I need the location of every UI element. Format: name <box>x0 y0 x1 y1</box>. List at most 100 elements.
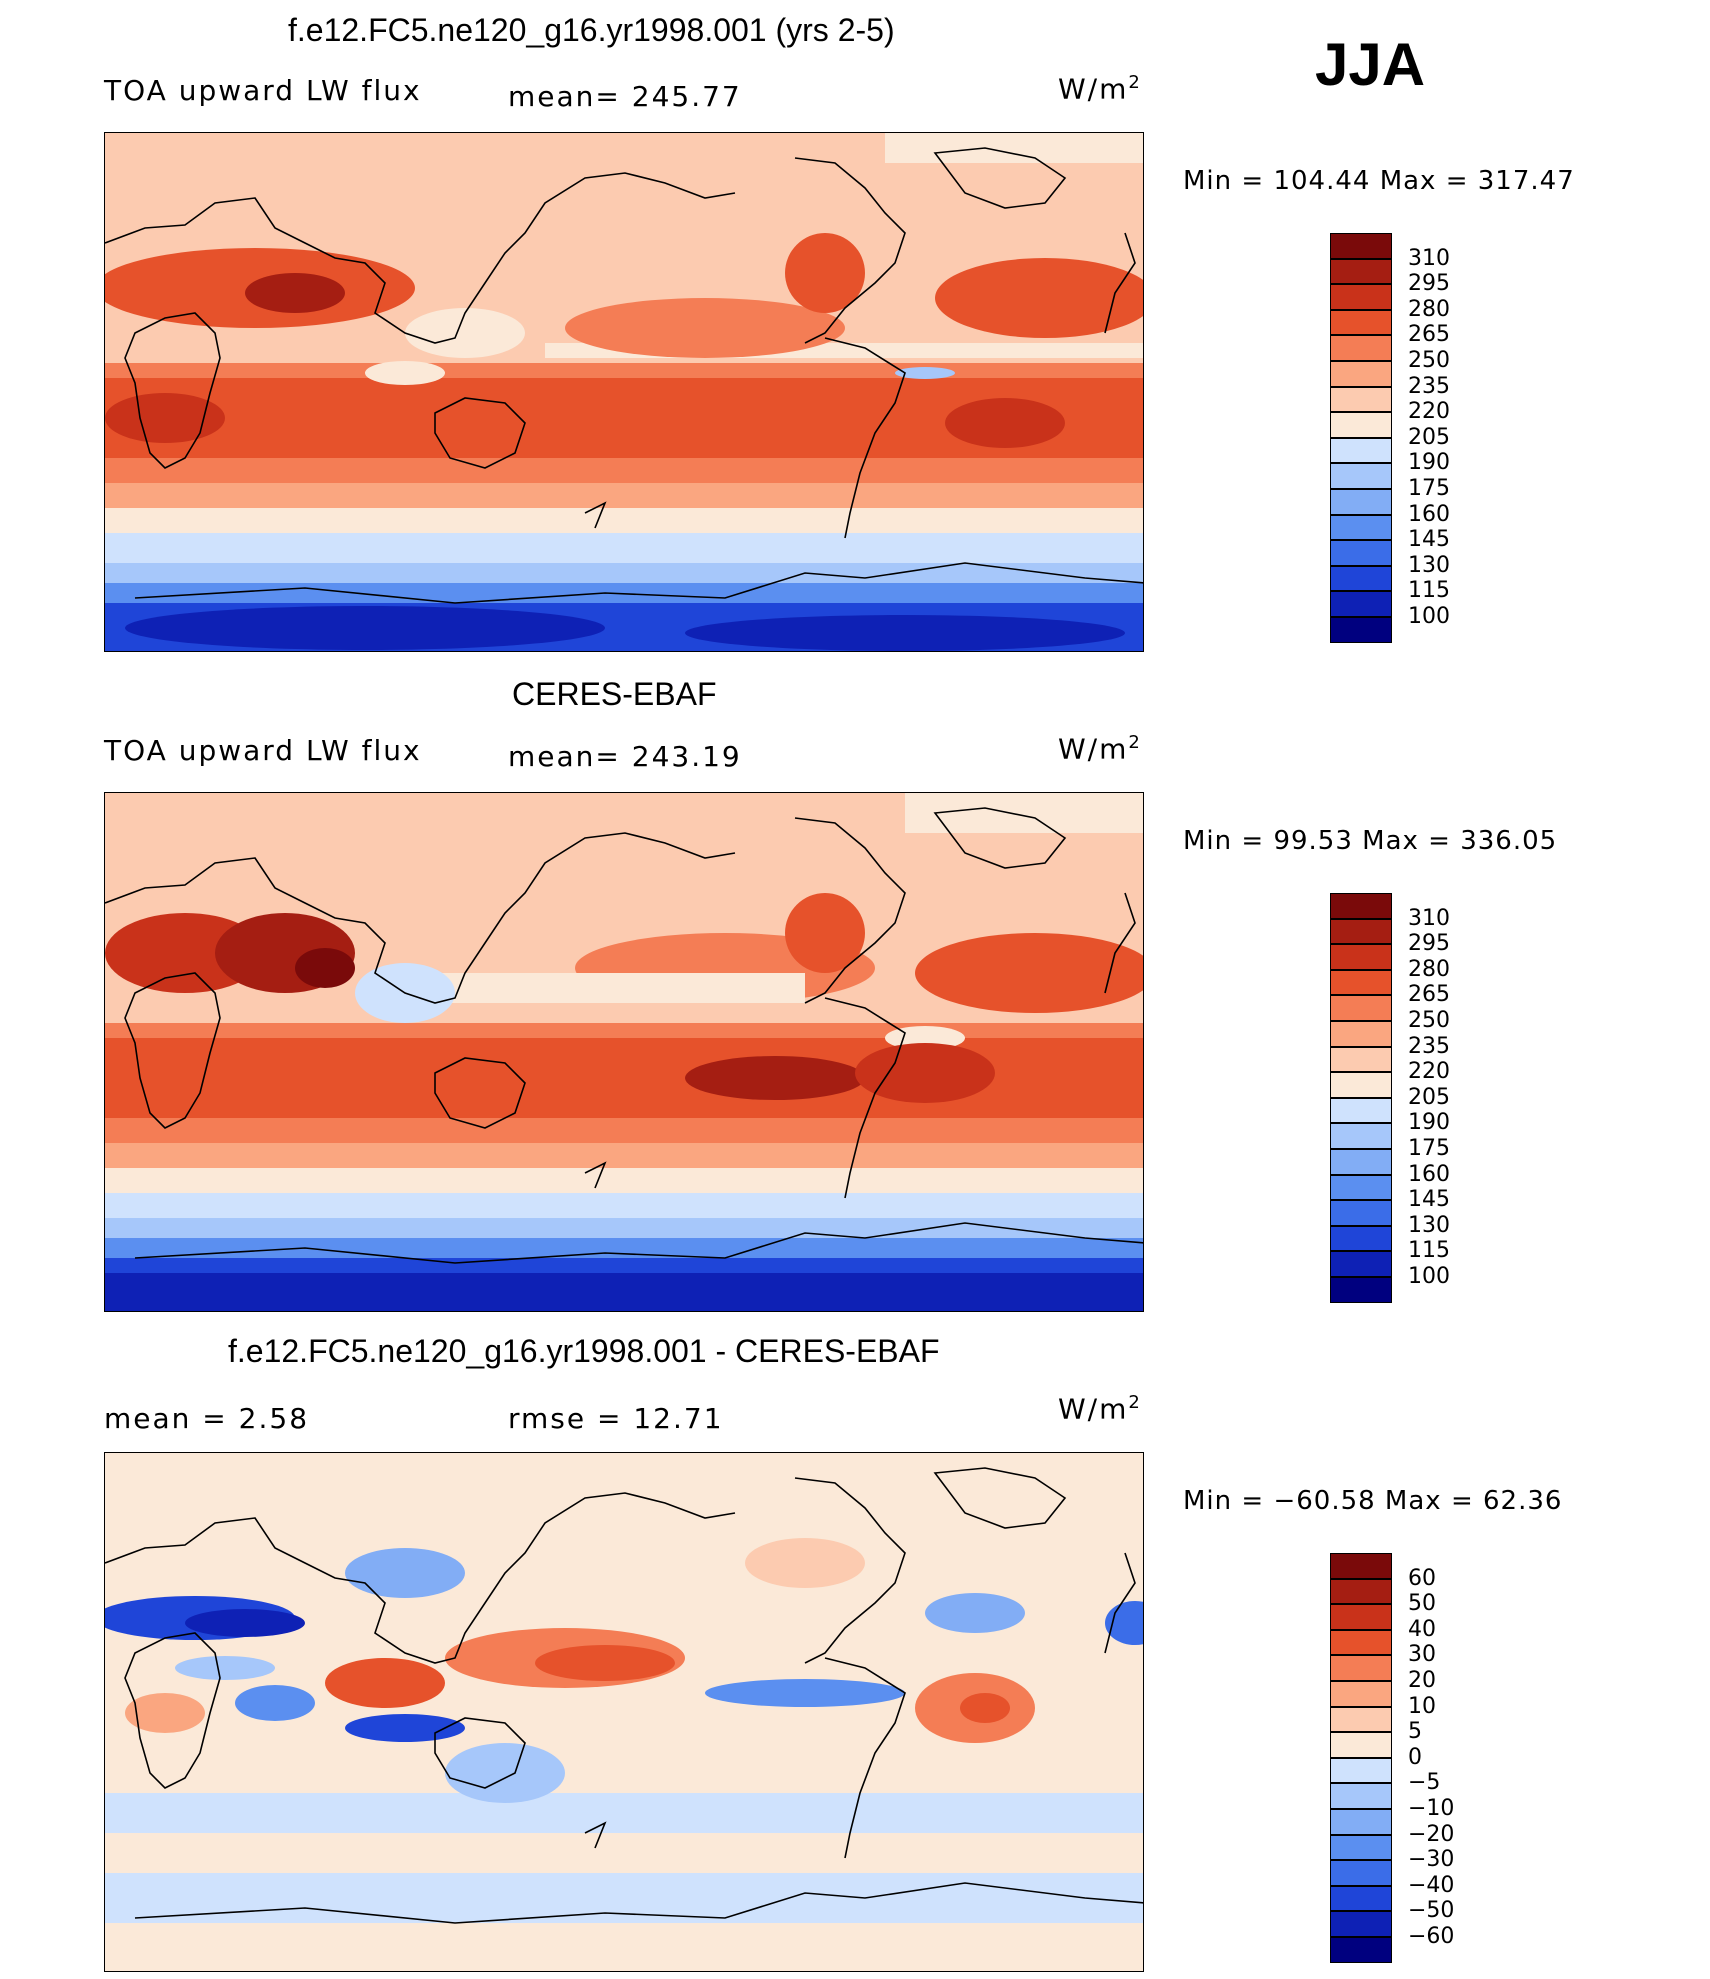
colorbar-box <box>1330 540 1392 566</box>
panel2-minmax: Min = 99.53 Max = 336.05 <box>1183 826 1558 856</box>
colorbar-box <box>1330 309 1392 336</box>
panel3-units: W/m2 <box>1058 1392 1142 1426</box>
colorbar-box <box>1330 1629 1392 1656</box>
colorbar-label: 280 <box>1408 296 1450 322</box>
season-label: JJA <box>1315 31 1426 98</box>
colorbar-box <box>1330 1553 1392 1579</box>
colorbar-box <box>1330 258 1392 285</box>
colorbar-label: 190 <box>1408 450 1450 476</box>
colorbar-label: 220 <box>1408 399 1450 425</box>
colorbar-label: 310 <box>1408 905 1450 931</box>
colorbar-label: 175 <box>1408 1136 1450 1161</box>
colorbar-box <box>1330 488 1392 515</box>
colorbar-box <box>1330 360 1392 387</box>
colorbar-box <box>1330 1020 1392 1047</box>
panel1-colorbar <box>1330 233 1392 643</box>
colorbar-box <box>1330 1757 1392 1784</box>
colorbar-label: 20 <box>1408 1668 1436 1693</box>
colorbar-box <box>1330 412 1392 438</box>
colorbar-box <box>1330 514 1392 541</box>
panel2-colorbar <box>1330 893 1392 1303</box>
panel1-map <box>104 132 1144 652</box>
colorbar-label: 30 <box>1408 1642 1436 1668</box>
colorbar-label: 100 <box>1408 604 1450 629</box>
panel3-colorbar <box>1330 1553 1392 1963</box>
colorbar-box <box>1330 1046 1392 1073</box>
colorbar-box <box>1330 1251 1392 1277</box>
colorbar-box <box>1330 995 1392 1021</box>
colorbar-box <box>1330 918 1392 945</box>
panel1-mean: mean= 245.77 <box>508 80 742 113</box>
panel3-map-svg <box>105 1453 1143 1971</box>
colorbar-label: 100 <box>1408 1264 1450 1289</box>
colorbar-box <box>1330 1604 1392 1630</box>
colorbar-box <box>1330 1860 1392 1886</box>
colorbar-label: 205 <box>1408 424 1450 450</box>
colorbar-box <box>1330 1097 1392 1124</box>
colorbar-label: 250 <box>1408 1008 1450 1033</box>
colorbar-box <box>1330 565 1392 592</box>
colorbar-box <box>1330 1072 1392 1098</box>
colorbar-box <box>1330 463 1392 489</box>
colorbar-label: 160 <box>1408 1161 1450 1187</box>
colorbar-box <box>1330 616 1392 643</box>
colorbar-box <box>1330 1200 1392 1226</box>
colorbar-box <box>1330 1276 1392 1303</box>
colorbar-label: 205 <box>1408 1084 1450 1110</box>
colorbar-label: 0 <box>1408 1744 1422 1770</box>
panel2-map-svg <box>105 793 1143 1311</box>
colorbar-box <box>1330 1655 1392 1681</box>
colorbar-box <box>1330 1783 1392 1809</box>
colorbar-box <box>1330 335 1392 361</box>
colorbar-box <box>1330 893 1392 919</box>
colorbar-box <box>1330 1911 1392 1937</box>
colorbar-label: 130 <box>1408 1212 1450 1238</box>
panel1-minmax: Min = 104.44 Max = 317.47 <box>1183 166 1575 196</box>
colorbar-box <box>1330 1123 1392 1149</box>
colorbar-label: 250 <box>1408 348 1450 373</box>
colorbar-box <box>1330 1706 1392 1733</box>
panel2-map <box>104 792 1144 1312</box>
colorbar-label: 235 <box>1408 373 1450 399</box>
colorbar-label: 175 <box>1408 476 1450 501</box>
colorbar-box <box>1330 284 1392 310</box>
colorbar-box <box>1330 1808 1392 1835</box>
colorbar-label: 265 <box>1408 982 1450 1008</box>
panel3-rmse: rmse = 12.71 <box>508 1402 724 1435</box>
colorbar-box <box>1330 233 1392 259</box>
colorbar-label: −20 <box>1408 1821 1455 1847</box>
colorbar-label: −40 <box>1408 1872 1455 1898</box>
colorbar-box <box>1330 1174 1392 1201</box>
panel3-mean: mean = 2.58 <box>104 1402 310 1435</box>
panel1-field-label: TOA upward LW flux <box>104 74 422 107</box>
colorbar-box <box>1330 969 1392 996</box>
colorbar-label: 295 <box>1408 271 1450 297</box>
panel1-units: W/m2 <box>1058 72 1142 106</box>
panel3-minmax: Min = −60.58 Max = 62.36 <box>1183 1486 1563 1516</box>
colorbar-label: 115 <box>1408 1238 1450 1264</box>
colorbar-label: 235 <box>1408 1033 1450 1059</box>
colorbar-label: −10 <box>1408 1796 1455 1821</box>
colorbar-label: 160 <box>1408 501 1450 527</box>
colorbar-box <box>1330 437 1392 464</box>
colorbar-label: 50 <box>1408 1591 1436 1617</box>
panel1-map-svg <box>105 133 1143 651</box>
colorbar-label: −30 <box>1408 1847 1455 1873</box>
panel3-map <box>104 1452 1144 1972</box>
colorbar-box <box>1330 1936 1392 1963</box>
colorbar-label: 145 <box>1408 1187 1450 1213</box>
panel3-title: f.e12.FC5.ne120_g16.yr1998.001 - CERES-E… <box>228 1333 940 1369</box>
colorbar-box <box>1330 1834 1392 1861</box>
colorbar-label: 145 <box>1408 527 1450 553</box>
colorbar-label: 60 <box>1408 1565 1436 1591</box>
colorbar-label: −50 <box>1408 1898 1455 1924</box>
colorbar-label: 310 <box>1408 245 1450 271</box>
colorbar-box <box>1330 1885 1392 1912</box>
panel2-mean: mean= 243.19 <box>508 740 742 773</box>
colorbar-box <box>1330 386 1392 413</box>
colorbar-label: 10 <box>1408 1693 1436 1719</box>
colorbar-box <box>1330 1148 1392 1175</box>
colorbar-label: 295 <box>1408 931 1450 957</box>
colorbar-label: 190 <box>1408 1110 1450 1136</box>
panel2-units: W/m2 <box>1058 732 1142 766</box>
